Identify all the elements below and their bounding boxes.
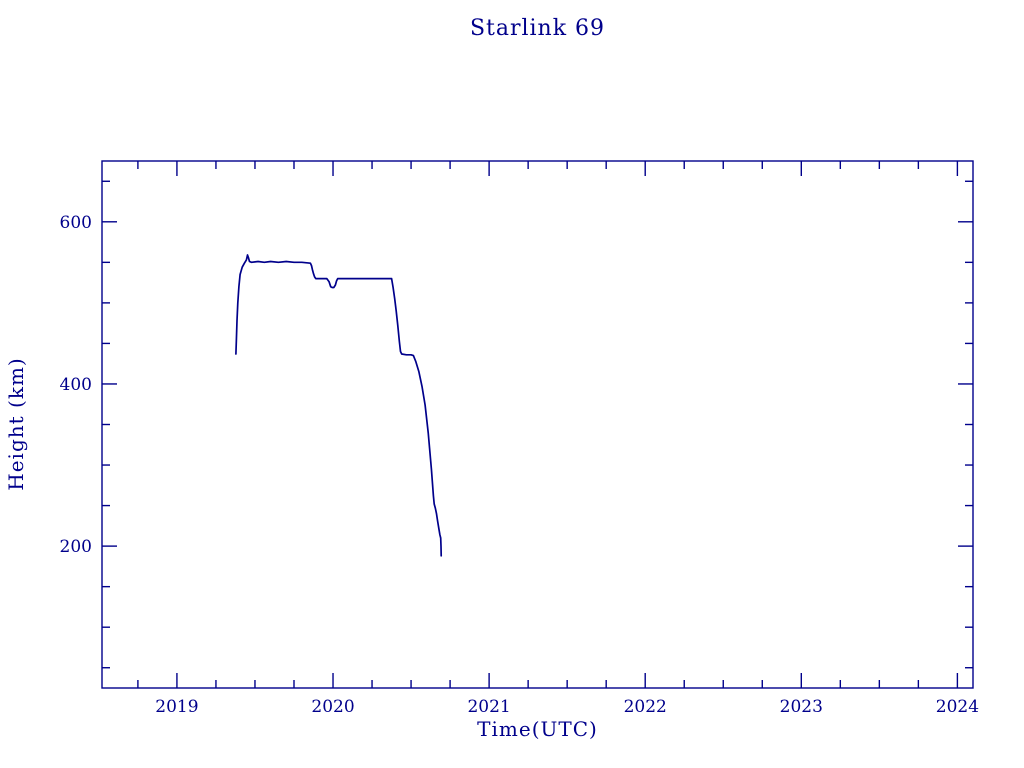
y-tick-label: 400	[60, 375, 92, 395]
tick-labels: 2019 2020 2021 2022 2023 2024 200 400 600	[60, 213, 979, 717]
height-curve	[235, 254, 443, 557]
y-tick-label: 600	[60, 213, 92, 233]
x-tick-label: 2023	[780, 697, 823, 717]
plot-box	[101, 160, 974, 689]
x-tick-label: 2024	[936, 697, 979, 717]
y-tick-label: 200	[60, 537, 92, 557]
x-axis-label: Time(UTC)	[477, 717, 598, 741]
x-tick-label: 2019	[155, 697, 198, 717]
axis-ticks	[102, 161, 973, 688]
chart-title: Starlink 69	[469, 16, 606, 41]
x-tick-label: 2022	[624, 697, 667, 717]
x-tick-label: 2020	[311, 697, 354, 717]
x-tick-label: 2021	[467, 697, 510, 717]
